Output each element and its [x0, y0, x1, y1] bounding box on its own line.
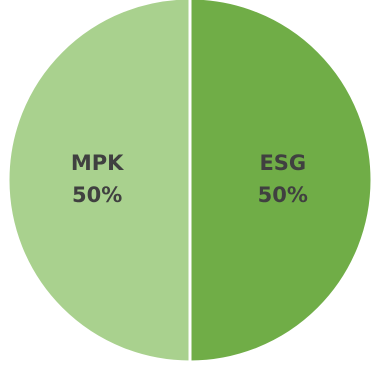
pie-slice-mpk — [6, 0, 192, 364]
slice-percent-esg: 50% — [258, 183, 308, 207]
labels-layer: ESG 50% MPK 50% — [71, 151, 308, 207]
slice-percent-mpk: 50% — [72, 183, 122, 207]
slice-label-mpk: MPK — [71, 151, 124, 175]
slices-layer — [6, 0, 371, 364]
pie-slice-esg — [188, 0, 371, 364]
slice-label-esg: ESG — [259, 151, 306, 175]
